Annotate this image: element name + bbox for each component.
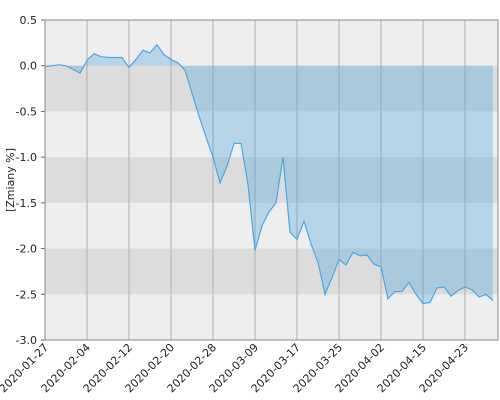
y-axis-label: [Zmiany %] [4,148,17,212]
y-tick-label: -1.5 [16,197,37,210]
area [45,44,493,304]
y-tick-label: -2.5 [16,288,37,301]
y-tick-label: -0.5 [16,105,37,118]
line [44,43,494,305]
y-tick-label: 0.0 [20,60,38,73]
y-tick-label: -2.0 [16,243,37,256]
y-tick-label: 0.5 [20,14,38,27]
y-tick-label: -1.0 [16,151,37,164]
plot-border [44,19,499,341]
y-tick-label: -3.0 [16,334,37,347]
